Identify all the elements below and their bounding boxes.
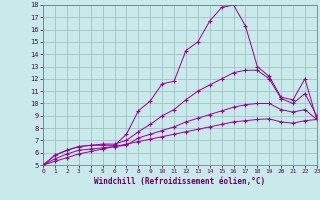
X-axis label: Windchill (Refroidissement éolien,°C): Windchill (Refroidissement éolien,°C): [94, 177, 266, 186]
